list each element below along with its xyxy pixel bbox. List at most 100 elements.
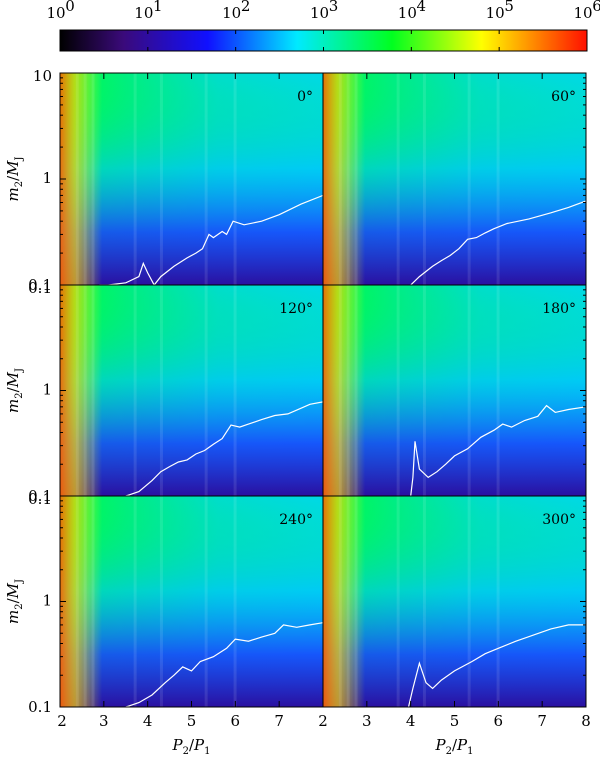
- stability-contour: [125, 622, 323, 707]
- y-tick-label: 0.1: [28, 490, 52, 508]
- x-tick-label: 6: [494, 712, 504, 730]
- heatmap-shading: [60, 285, 323, 496]
- axis-label-part: 2: [14, 392, 25, 398]
- axis-label-part: M: [4, 582, 22, 599]
- axis-label-part: m: [4, 610, 22, 624]
- x-tick-label: 8: [581, 712, 591, 730]
- heatmap-stripe: [159, 496, 163, 707]
- heatmap-stripe: [422, 285, 426, 496]
- heatmap-stripe: [83, 496, 87, 707]
- heatmap-stripe: [354, 285, 358, 496]
- heatmap-stripe: [204, 285, 208, 496]
- x-tick-label: 2: [57, 712, 67, 730]
- x-tick-label: 2: [318, 712, 328, 730]
- x-axis-label: P2/P1: [435, 736, 474, 757]
- x-tick-label: 6: [231, 712, 241, 730]
- colorbar-tick-label: 10: [398, 4, 417, 22]
- stability-contour: [125, 401, 323, 496]
- heatmap-panel: [323, 73, 586, 285]
- axis-label-part: 2: [183, 746, 189, 757]
- heatmap-stripe: [204, 496, 208, 707]
- colorbar-tick-label: 10: [486, 4, 505, 22]
- y-tick-label: 10: [33, 67, 52, 85]
- heatmap-stripe: [467, 285, 471, 496]
- axis-label-part: 1: [204, 746, 210, 757]
- heatmap-stripe: [91, 285, 95, 496]
- axis-label-part: J: [14, 368, 25, 373]
- colorbar-tick-exponent: 3: [329, 0, 339, 15]
- heatmap-stripe: [83, 285, 87, 496]
- y-axis-label: m2/MJ: [4, 579, 25, 624]
- y-axis-label: m2/MJ: [4, 368, 25, 413]
- heatmap-stripe: [338, 496, 342, 707]
- axis-label-part: 2: [14, 181, 25, 187]
- heatmap-stripe: [338, 73, 342, 285]
- heatmap-shading: [60, 496, 323, 707]
- heatmap-resonance-band: [323, 285, 366, 496]
- axis-label-part: 1: [467, 746, 473, 757]
- colorbar-tick-label: 10: [573, 4, 592, 22]
- x-tick-label: 4: [143, 712, 153, 730]
- y-tick-label: 0.1: [28, 487, 52, 505]
- axis-label-text: m2/MJ: [4, 579, 25, 624]
- heatmap-stripe: [496, 285, 500, 496]
- heatmap-stripe: [75, 496, 79, 707]
- axis-label-part: M: [4, 160, 22, 177]
- heatmap-stripe: [91, 496, 95, 707]
- heatmap-stripe: [133, 73, 137, 285]
- panel-angle-label: 180°: [542, 301, 576, 317]
- axis-label-part: P: [193, 736, 205, 754]
- axis-label-text: P2/P1: [435, 736, 474, 757]
- x-tick-label: 3: [362, 712, 372, 730]
- heatmap-panel: [60, 496, 323, 707]
- axis-label-part: 2: [446, 746, 452, 757]
- colorbar-tick-exponent: 1: [153, 0, 163, 15]
- y-tick-label: 1: [42, 381, 52, 399]
- heatmap-stripe: [233, 496, 237, 707]
- panel-angle-label: 300°: [542, 512, 576, 528]
- axis-label-text: m2/MJ: [4, 368, 25, 413]
- heatmap-stripe: [346, 496, 350, 707]
- heatmap-stripe: [467, 73, 471, 285]
- heatmap-stripe: [467, 496, 471, 707]
- colorbar-tick-exponent: 4: [417, 0, 427, 15]
- heatmap-resonance-band: [60, 73, 103, 285]
- y-axis-label: m2/MJ: [4, 156, 25, 201]
- heatmap-stripe: [496, 73, 500, 285]
- heatmap-stripe: [422, 496, 426, 707]
- x-tick-label: 5: [187, 712, 197, 730]
- colorbar-tick-label: 10: [310, 4, 329, 22]
- heatmap-resonance-band: [323, 73, 366, 285]
- panel-angle-label: 60°: [551, 89, 576, 105]
- stability-contour: [99, 194, 323, 285]
- axis-label-part: /: [452, 736, 458, 754]
- heatmap-stripe: [346, 73, 350, 285]
- x-tick-label: 5: [450, 712, 460, 730]
- axis-label-part: P: [172, 736, 184, 754]
- heatmap-stripe: [159, 285, 163, 496]
- axis-label-part: 2: [14, 603, 25, 609]
- heatmap-panel: [323, 285, 586, 496]
- heatmap-stripe: [133, 496, 137, 707]
- axis-label-part: M: [4, 371, 22, 388]
- heatmap-stripe: [422, 73, 426, 285]
- axis-label-part: /: [4, 597, 22, 603]
- panel-angle-label: 120°: [279, 301, 313, 317]
- heatmap-stripe: [396, 73, 400, 285]
- heatmap-shading: [323, 285, 586, 496]
- colorbar-tick-label: 10: [46, 4, 65, 22]
- heatmap-resonance-band: [60, 496, 103, 707]
- heatmap-resonance-band: [323, 496, 366, 707]
- y-tick-label: 0.1: [28, 279, 52, 297]
- y-tick-label: 1: [42, 169, 52, 187]
- y-tick-label: 1: [42, 592, 52, 610]
- heatmap-stripe: [354, 73, 358, 285]
- heatmap-stripe: [338, 285, 342, 496]
- heatmap-stripe: [75, 285, 79, 496]
- y-axis-labels: m2/MJ m2/MJ m2/MJ: [4, 156, 25, 624]
- colorbar-tick-label: 10: [134, 4, 153, 22]
- heatmap-stripe: [233, 73, 237, 285]
- axis-label-part: /: [189, 736, 195, 754]
